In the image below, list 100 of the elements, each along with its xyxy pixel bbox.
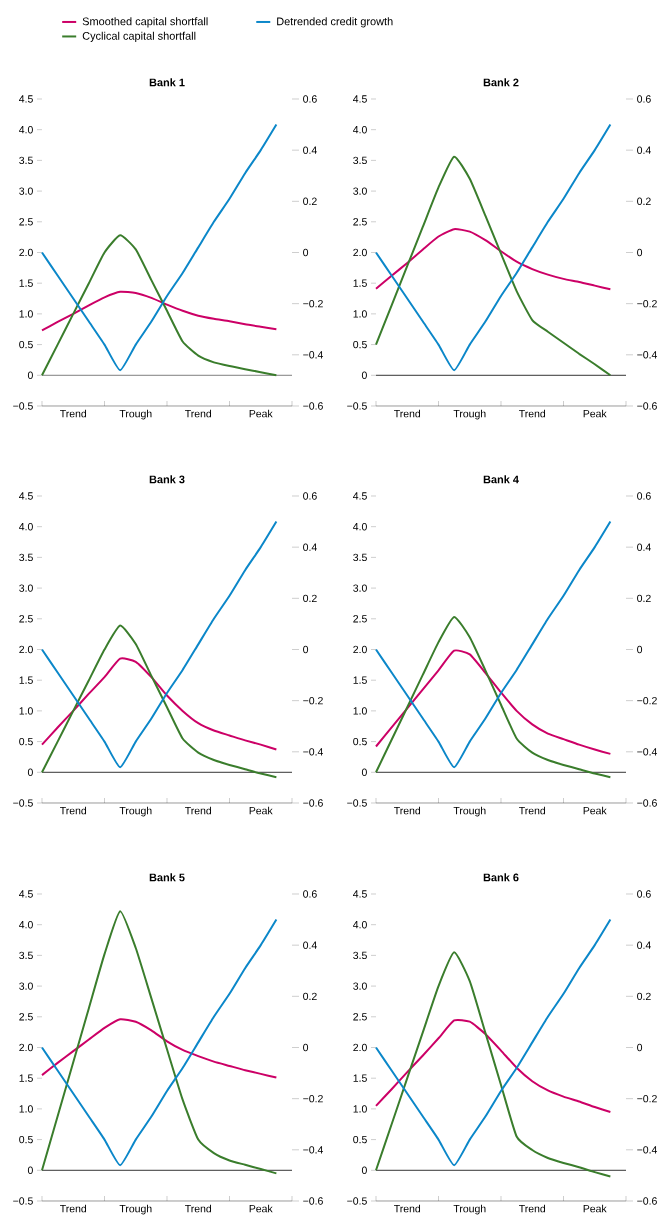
- x-tick-label: Trough: [119, 1204, 152, 1215]
- x-tick-label: Trend: [519, 409, 546, 418]
- y2-tick-label: 0.2: [303, 594, 317, 603]
- y-tick-label: 4.0: [353, 522, 367, 531]
- y2-tick-label: 0.4: [637, 146, 651, 154]
- y-tick-label: 2.5: [353, 218, 367, 226]
- y-tick-label: 4.0: [19, 920, 33, 929]
- y-tick-label: 4.0: [353, 125, 367, 134]
- y-tick-label: 0.5: [19, 737, 33, 746]
- y2-tick-label: 0.6: [303, 890, 317, 898]
- y-tick-label: 4.0: [19, 125, 33, 134]
- line-series: [41, 657, 278, 751]
- y2-tick-label: 0.4: [303, 543, 317, 551]
- x-tick-label: Peak: [249, 1204, 273, 1213]
- y-tick-label: 1.5: [353, 1074, 367, 1082]
- y2-tick-label: 0: [303, 248, 309, 257]
- y2-tick-label: −0.2: [303, 1094, 323, 1103]
- line-series: [375, 951, 612, 1178]
- y-tick-label: 1.0: [19, 310, 33, 318]
- y-tick-label: 2.0: [19, 645, 33, 654]
- y2-tick-label: −0.6: [303, 402, 323, 410]
- y-tick-label: 3.5: [353, 156, 367, 165]
- x-tick-label: Trough: [453, 1204, 486, 1215]
- y-tick-label: 3.5: [19, 553, 33, 562]
- line-series: [375, 615, 612, 779]
- x-tick-label: Trend: [60, 409, 87, 418]
- y-tick-label: 4.5: [19, 95, 33, 103]
- x-tick-label: Trend: [185, 806, 212, 815]
- legend-label: Smoothed capital shortfall: [82, 17, 208, 28]
- y-tick-label: 2.5: [353, 1013, 367, 1021]
- chart-title: Bank 1: [149, 78, 185, 87]
- y-tick-label: 1.5: [353, 676, 367, 684]
- y-tick-label: 3.0: [19, 584, 33, 592]
- y-tick-label: 0: [361, 1166, 367, 1174]
- y-tick-label: 3.5: [353, 553, 367, 562]
- line-series: [375, 228, 612, 291]
- chart-title: Bank 3: [149, 475, 185, 484]
- y-tick-label: −0.5: [347, 799, 367, 807]
- x-tick-label: Peak: [249, 409, 273, 418]
- y-tick-label: 1.5: [353, 279, 367, 287]
- x-tick-label: Trend: [394, 1204, 421, 1213]
- y2-tick-label: −0.6: [637, 402, 657, 410]
- x-tick-label: Trough: [119, 806, 152, 817]
- line-series: [375, 1018, 612, 1113]
- y-tick-label: 2.0: [353, 248, 367, 257]
- y-tick-label: −0.5: [13, 402, 33, 410]
- x-tick-label: Trend: [519, 1204, 546, 1213]
- y2-tick-label: 0.4: [303, 146, 317, 154]
- line-series: [41, 624, 278, 779]
- chart-title: Bank 6: [483, 873, 519, 882]
- y-tick-label: 1.5: [19, 1074, 33, 1082]
- y2-tick-label: −0.6: [303, 1197, 323, 1205]
- y2-tick-label: 0.4: [637, 941, 651, 949]
- y-tick-label: 3.5: [19, 951, 33, 960]
- y-tick-label: −0.5: [347, 402, 367, 410]
- y2-tick-label: 0.2: [637, 992, 651, 1001]
- x-tick-label: Trend: [394, 409, 421, 418]
- y-tick-label: 3.0: [353, 982, 367, 990]
- line-series: [375, 649, 612, 755]
- line-series: [375, 520, 612, 769]
- y-tick-label: 1.0: [19, 1105, 33, 1113]
- x-tick-label: Trend: [60, 1204, 87, 1213]
- y-tick-label: 3.0: [353, 187, 367, 195]
- y-tick-label: 3.0: [19, 187, 33, 195]
- y2-tick-label: −0.4: [303, 351, 324, 359]
- y2-tick-label: 0: [303, 645, 309, 654]
- y-tick-label: 0: [27, 371, 33, 379]
- y-tick-label: 4.5: [19, 890, 33, 898]
- y-tick-label: 3.0: [19, 982, 33, 990]
- y2-tick-label: 0.2: [637, 197, 651, 206]
- y-tick-label: 0.5: [353, 737, 367, 746]
- chart-title: Bank 4: [483, 475, 519, 484]
- y-tick-label: 0.5: [353, 340, 367, 349]
- x-tick-label: Peak: [583, 806, 607, 815]
- y-tick-label: 0.5: [19, 1135, 33, 1144]
- chart-title: Bank 5: [149, 873, 185, 882]
- y-tick-label: −0.5: [13, 1197, 33, 1205]
- y-tick-label: 1.0: [353, 310, 367, 318]
- y-tick-label: 4.5: [353, 890, 367, 898]
- y-tick-label: 4.0: [353, 920, 367, 929]
- y2-tick-label: 0.2: [637, 594, 651, 603]
- y2-tick-label: −0.4: [303, 1146, 324, 1154]
- y-tick-label: 1.5: [19, 676, 33, 684]
- y-tick-label: 2.0: [19, 248, 33, 257]
- y2-tick-label: −0.4: [303, 748, 324, 756]
- y-tick-label: 4.5: [353, 492, 367, 500]
- y-tick-label: 4.5: [353, 95, 367, 103]
- y2-tick-label: 0.4: [303, 941, 317, 949]
- legend-label: Cyclical capital shortfall: [82, 31, 196, 42]
- y2-tick-label: 0.2: [303, 992, 317, 1001]
- x-tick-label: Peak: [583, 409, 607, 418]
- y-tick-label: 3.5: [19, 156, 33, 165]
- y-tick-label: 3.0: [353, 584, 367, 592]
- y2-tick-label: 0.4: [637, 543, 651, 551]
- y2-tick-label: 0.6: [303, 95, 317, 103]
- line-series: [375, 918, 612, 1167]
- y-tick-label: 1.0: [353, 1105, 367, 1113]
- y2-tick-label: −0.4: [637, 748, 658, 756]
- y-tick-label: 1.0: [353, 707, 367, 715]
- x-tick-label: Trend: [185, 1204, 212, 1213]
